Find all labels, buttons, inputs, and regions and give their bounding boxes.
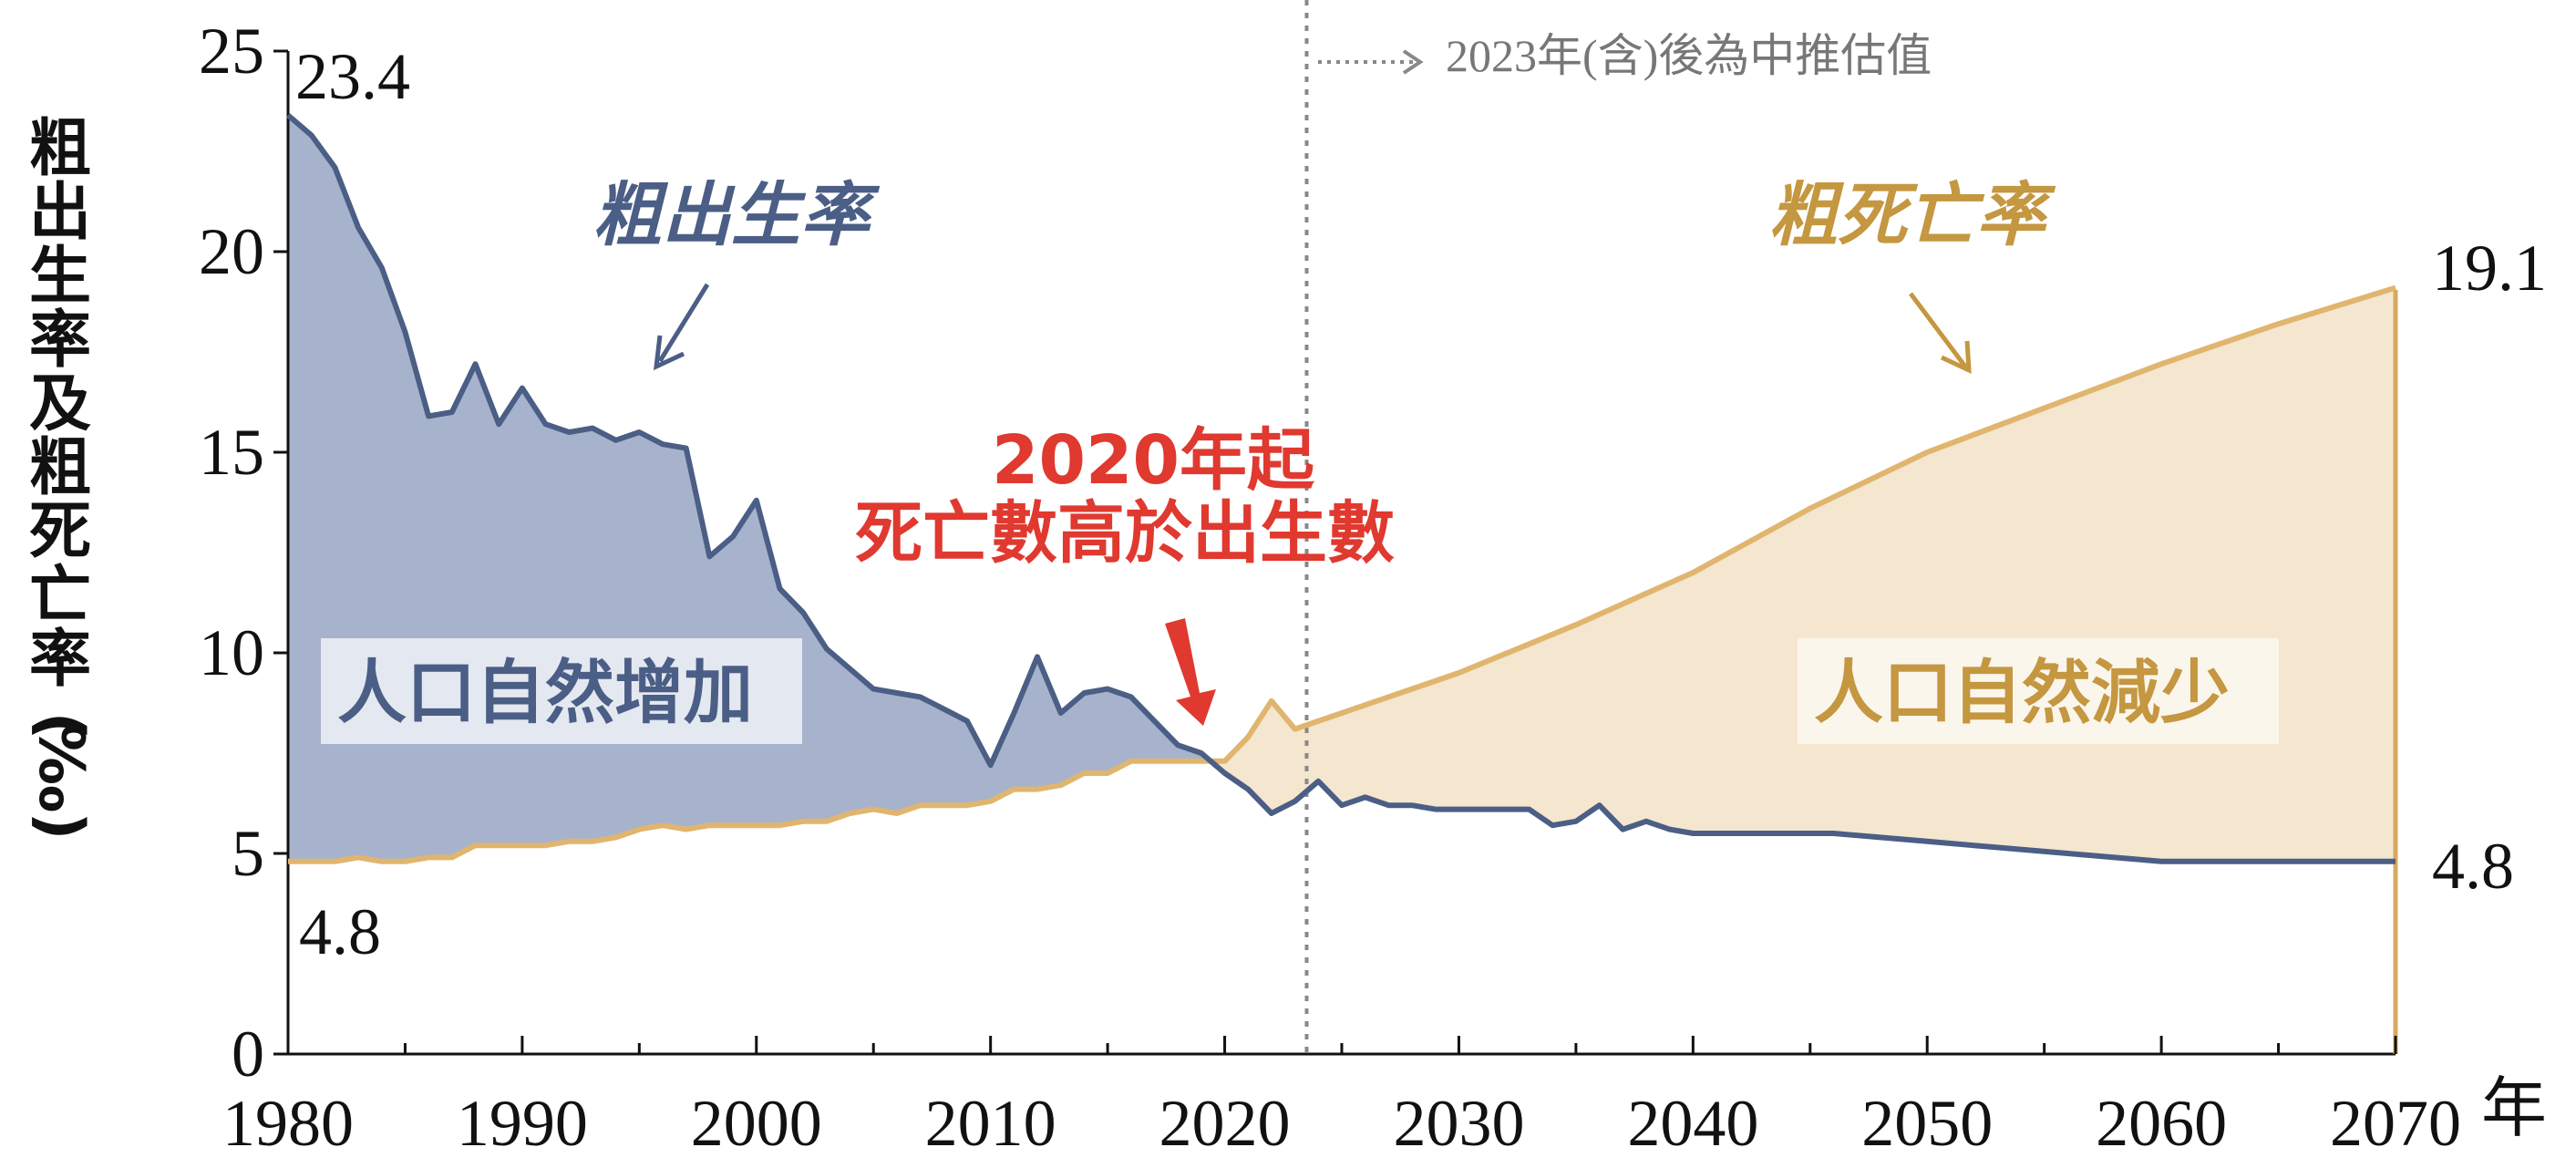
y-axis-label-char: 出: [29, 177, 91, 249]
birth-arrow-line: [657, 283, 710, 363]
data-label-birth-start: 23.4: [295, 40, 410, 113]
y-axis-label-char: 及: [29, 368, 91, 440]
y-tick-label: 5: [232, 817, 264, 890]
legend-birth-rate: 粗出生率: [592, 174, 881, 255]
data-label-birth-end: 4.8: [2432, 830, 2514, 903]
y-tick-label: 25: [199, 15, 264, 88]
y-axis-label-char: ): [25, 811, 97, 840]
region-increase-box: [321, 638, 802, 744]
x-ticks: 1980 1990 2000 2010 2020 2030 2040 2050 2060 2070: [222, 1036, 2461, 1160]
x-tick-label: 2050: [1861, 1087, 1993, 1160]
data-label-death-end: 19.1: [2432, 232, 2547, 305]
crossover-arrow: [1165, 618, 1216, 726]
y-axis-label-char: 粗: [29, 432, 91, 504]
y-axis-label-char: 粗: [29, 113, 91, 185]
crossover-annotation-line2: 死亡數高於出生數: [855, 494, 1395, 573]
y-axis-label-char: 死: [29, 496, 91, 568]
crossover-annotation-line1: 2020年起: [992, 421, 1315, 500]
death-arrow-head: [1940, 340, 1972, 375]
x-tick-label: 1990: [457, 1087, 588, 1160]
data-label-death-start: 4.8: [299, 895, 381, 968]
y-axis-label-char: 生: [29, 241, 91, 313]
y-ticks: 0 5 10 15 20 25: [199, 15, 288, 1090]
projection-note-text: 2023年(含)後為中推估值: [1446, 30, 1932, 81]
x-tick-label: 2010: [925, 1087, 1056, 1160]
region-increase-label: 人口自然增加: [337, 652, 753, 733]
y-axis-label-char: 率: [29, 305, 91, 377]
birth-arrow-head: [653, 335, 685, 371]
birth-label-arrow: [653, 283, 710, 371]
region-decrease-label: 人口自然減少: [1814, 652, 2230, 733]
x-tick-label: 2070: [2330, 1087, 2461, 1160]
y-tick-label: 20: [199, 215, 264, 288]
line-birth-rate: [286, 113, 2396, 864]
projection-note: 2023年(含)後為中推估值: [1318, 30, 1932, 81]
area-natural-decrease: [1212, 287, 2396, 862]
projection-arrow-head: [1402, 49, 1424, 75]
x-tick-label: 2060: [2096, 1087, 2227, 1160]
death-arrow-line: [1909, 292, 1967, 368]
y-axis-label-char: ‰: [25, 723, 97, 812]
y-tick-label: 0: [232, 1018, 264, 1090]
x-tick-label: 2020: [1159, 1087, 1291, 1160]
x-tick-label: 2040: [1627, 1087, 1758, 1160]
y-tick-label: 15: [199, 416, 264, 489]
region-decrease-box: [1798, 638, 2279, 744]
death-label-arrow: [1909, 292, 1972, 375]
legend-death-rate: 粗死亡率: [1768, 174, 2056, 255]
x-tick-label: 2030: [1393, 1087, 1524, 1160]
line-death-rate: [288, 284, 2396, 864]
x-tick-label: 1980: [222, 1087, 354, 1160]
y-axis-label-char: (: [25, 711, 97, 739]
x-tick-label: 2000: [691, 1087, 822, 1160]
x-axis-label: 年: [2481, 1072, 2547, 1145]
y-tick-label: 10: [199, 616, 264, 689]
y-axis-label-char: 率: [29, 624, 91, 696]
y-axis-label-char: 亡: [29, 560, 91, 632]
series-lines: [286, 113, 2396, 864]
